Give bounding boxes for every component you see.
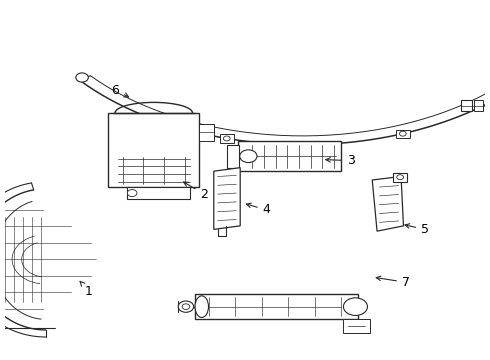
Text: 2: 2 <box>184 182 208 201</box>
Bar <box>220 134 234 143</box>
Circle shape <box>397 175 403 180</box>
Circle shape <box>399 131 406 136</box>
Bar <box>195 294 358 319</box>
Bar <box>127 187 190 199</box>
Bar <box>108 113 199 187</box>
Circle shape <box>182 304 190 310</box>
Polygon shape <box>214 168 240 229</box>
Ellipse shape <box>195 296 209 318</box>
Bar <box>393 173 407 182</box>
Circle shape <box>343 298 368 315</box>
Bar <box>238 141 341 171</box>
Text: 1: 1 <box>80 281 93 298</box>
Circle shape <box>76 73 88 82</box>
Bar <box>343 319 370 333</box>
Text: 6: 6 <box>111 84 128 97</box>
Circle shape <box>240 150 257 162</box>
Text: 4: 4 <box>246 203 270 216</box>
Bar <box>474 100 483 112</box>
Bar <box>199 123 214 141</box>
Circle shape <box>178 301 194 312</box>
Text: 5: 5 <box>405 223 429 236</box>
Text: 3: 3 <box>326 154 355 167</box>
Polygon shape <box>372 176 403 231</box>
Bar <box>486 101 490 111</box>
Circle shape <box>223 136 230 141</box>
Bar <box>227 145 239 168</box>
Text: 7: 7 <box>376 276 410 289</box>
Circle shape <box>127 189 137 197</box>
Bar <box>395 130 410 138</box>
Bar <box>462 100 472 112</box>
